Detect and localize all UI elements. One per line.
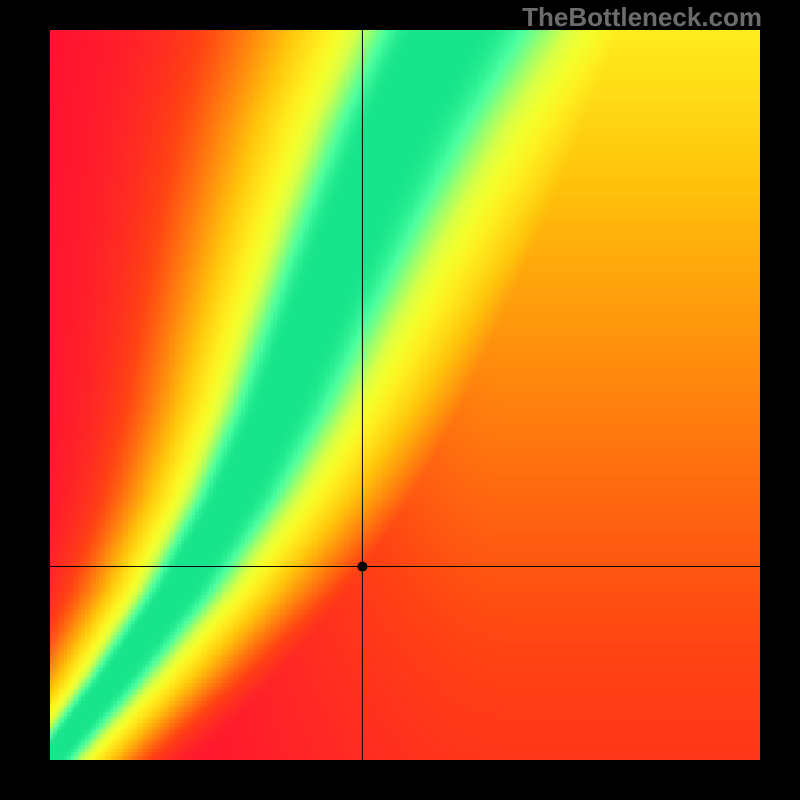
- chart-root: TheBottleneck.com: [0, 0, 800, 800]
- heatmap-canvas: [50, 30, 760, 760]
- watermark-text: TheBottleneck.com: [522, 2, 762, 33]
